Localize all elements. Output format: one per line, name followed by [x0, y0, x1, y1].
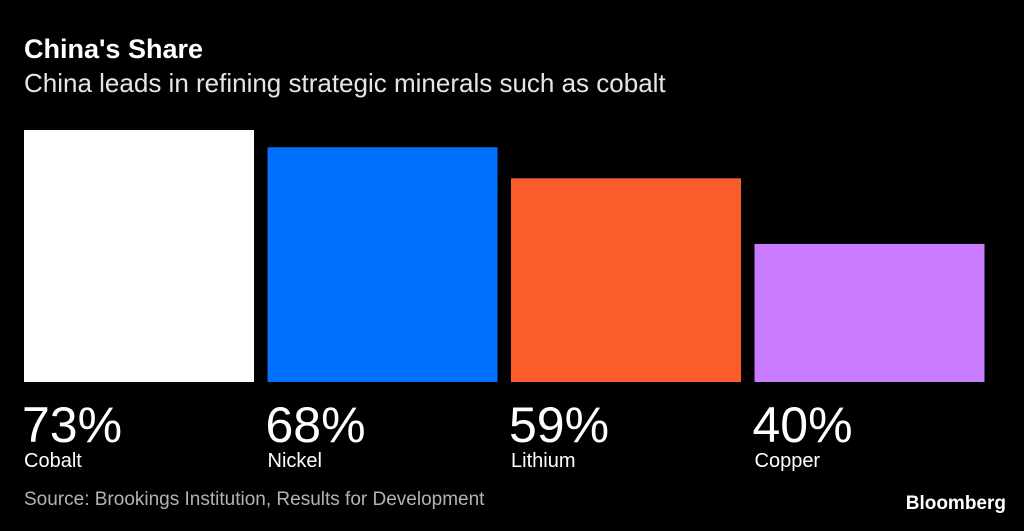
value-label: 73%: [22, 397, 123, 453]
chart-title: China's Share: [24, 34, 203, 64]
bar-cobalt: [24, 130, 254, 382]
value-label: 40%: [752, 397, 853, 453]
value-label: 68%: [265, 397, 366, 453]
value-label: 59%: [509, 397, 610, 453]
bar-lithium: [511, 178, 741, 382]
category-label: Cobalt: [24, 450, 82, 472]
bar-copper: [754, 243, 985, 382]
category-label: Lithium: [511, 450, 576, 472]
category-label: Copper: [754, 450, 821, 472]
bar-nickel: [267, 147, 498, 382]
category-label: Nickel: [267, 450, 322, 472]
chart-subtitle: China leads in refining strategic minera…: [24, 68, 666, 98]
source-note: Source: Brookings Institution, Results f…: [24, 489, 485, 510]
bloomberg-logo: Bloomberg: [905, 493, 1006, 514]
